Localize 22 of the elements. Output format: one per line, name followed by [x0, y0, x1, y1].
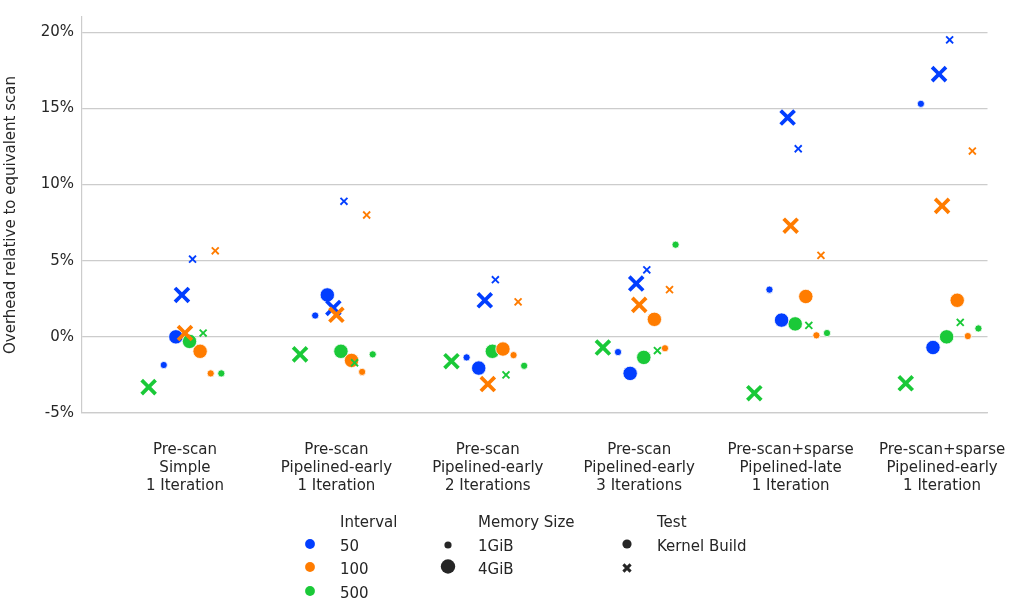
x-tick-label: Pre-scan Pipelined-early 2 Iterations	[432, 439, 544, 494]
x-tick-label: Pre-scan Pipelined-early 1 Iteration	[280, 439, 393, 494]
text: Test	[657, 512, 687, 532]
legend-title: Interval	[340, 512, 398, 532]
y-tick-label: 5%	[50, 250, 74, 269]
legend-label: 4GiB	[478, 559, 514, 579]
y-tick-label: 10%	[40, 174, 74, 193]
x-tick-label: Pre-scan Simple 1 Iteration	[146, 439, 224, 494]
x-tick-label: Pre-scan+sparse Pipelined-early 1 Iteration	[878, 439, 1006, 494]
legend-label: 1GiB	[478, 535, 514, 556]
text: Memory Size	[478, 512, 575, 532]
legend-label: 100	[340, 559, 369, 579]
x-tick-label: Pre-scan Pipelined-early 3 Iterations	[583, 439, 695, 494]
y-tick-label: 0%	[50, 326, 74, 345]
x-tick-label: Pre-scan+sparse Pipelined-late 1 Iteration	[727, 439, 854, 494]
y-axis-title: Overhead relative to equivalent scan	[0, 75, 19, 355]
y-tick-label: 15%	[40, 98, 74, 117]
legend-label: 50	[340, 535, 360, 556]
y-tick-label: -5%	[44, 402, 74, 421]
legend-label: 500	[340, 582, 369, 602]
text: Kernel Build	[657, 535, 747, 556]
y-tick-label: 20%	[40, 22, 74, 41]
